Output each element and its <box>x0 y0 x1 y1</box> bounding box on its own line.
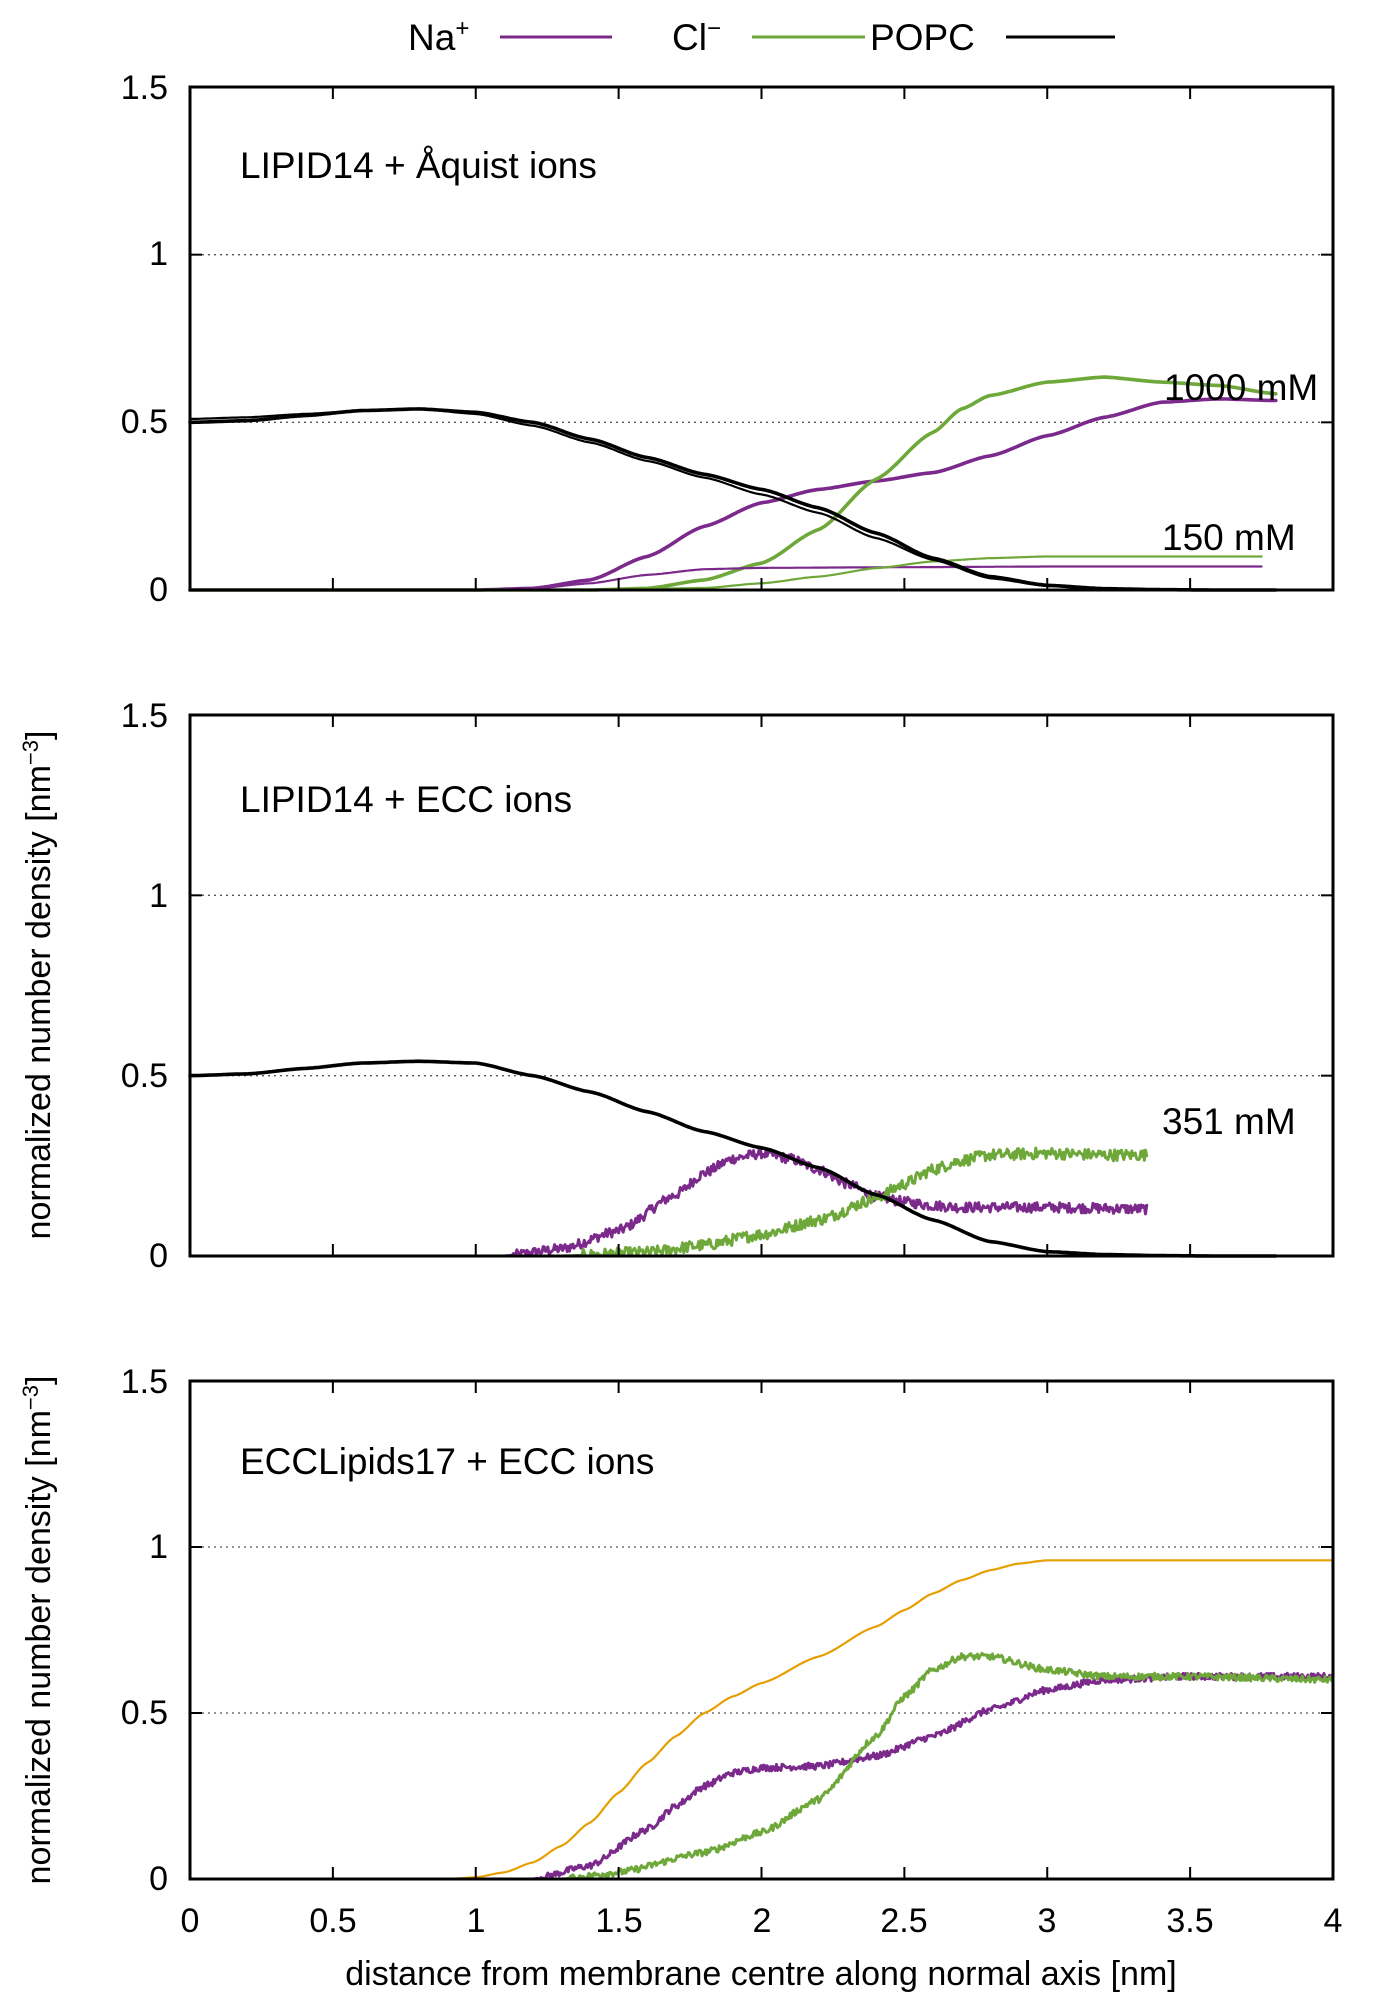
tick-marks <box>189 714 1334 1257</box>
series-na-351-mm <box>188 1147 1149 1258</box>
series-series <box>446 1559 1335 1881</box>
tick-marks <box>189 1380 1334 1880</box>
panel-label: LIPID14 + Åquist ions <box>240 145 597 186</box>
y-tick-labels: 0 0.5 1 1.5 <box>121 697 168 1275</box>
y-tick-label: 0 <box>149 1237 168 1275</box>
x-tick-label: 4 <box>1324 1902 1343 1940</box>
y-tick-label: 0 <box>149 1860 168 1898</box>
y-axis-title: normalized number density [nm−3] <box>18 1376 58 1885</box>
y-tick-label: 1.5 <box>121 69 168 107</box>
x-tick-label: 2.5 <box>880 1902 927 1940</box>
y-tick-label: 1 <box>149 235 168 273</box>
concentration-label-1000mm: 1000 mM <box>1164 367 1318 408</box>
legend-na-label: Na+ <box>408 15 469 58</box>
x-tick-label: 3 <box>1038 1902 1057 1940</box>
y-tick-label: 0 <box>149 571 168 609</box>
x-tick-label: 1 <box>467 1902 486 1940</box>
y-tick-label: 0.5 <box>121 403 168 441</box>
concentration-label-351mm: 351 mM <box>1162 1101 1296 1142</box>
concentration-label-150mm: 150 mM <box>1162 517 1296 558</box>
series-group <box>188 1559 1335 1881</box>
y-tick-label: 0.5 <box>121 1694 168 1732</box>
grid-lines <box>190 1546 1333 1714</box>
legend-cl-label: Cl− <box>672 15 721 58</box>
panel-aqvist: 0 0.5 1 1.5 LIPID14 + Åquist ions 1000 m… <box>121 69 1335 609</box>
y-tick-label: 1 <box>149 1528 168 1566</box>
series-popc-1000-mm <box>188 407 1278 592</box>
series-na-1000-mm <box>188 397 1278 592</box>
x-tick-label: 3.5 <box>1166 1902 1213 1940</box>
series-group <box>188 375 1278 592</box>
x-tick-label: 0 <box>181 1902 200 1940</box>
y-tick-label: 1.5 <box>121 1363 168 1401</box>
y-tick-label: 1.5 <box>121 697 168 735</box>
grid-lines <box>190 894 1333 1077</box>
x-tick-label: 1.5 <box>595 1902 642 1940</box>
panel-label: ECCLipids17 + ECC ions <box>240 1441 654 1482</box>
x-tick-labels: 0 0.5 1 1.5 2 2.5 3 3.5 4 <box>181 1902 1343 1940</box>
x-tick-label: 0.5 <box>309 1902 356 1940</box>
series-na <box>188 1671 1335 1881</box>
series-popc-351-mm <box>188 1059 1278 1258</box>
y-tick-labels: 0 0.5 1 1.5 <box>121 69 168 609</box>
legend: Na+ Cl− POPC <box>408 15 1115 58</box>
grid-lines <box>190 254 1333 423</box>
panel-label: LIPID14 + ECC ions <box>240 779 572 820</box>
panel-lipid14-ecc: 0 0.5 1 1.5 LIPID14 + ECC ions 351 mM no… <box>18 697 1335 1275</box>
panel-ecclipids17-ecc: 0 0.5 1 1.5 ECCLipids17 + ECC ions norma… <box>18 1363 1342 1993</box>
y-tick-label: 0.5 <box>121 1057 168 1095</box>
x-axis-title: distance from membrane centre along norm… <box>345 1955 1176 1993</box>
y-tick-label: 1 <box>149 877 168 915</box>
legend-popc-label: POPC <box>870 17 975 58</box>
series-popc-150-mm <box>188 407 1277 592</box>
y-tick-labels: 0 0.5 1 1.5 <box>121 1363 168 1898</box>
series-group <box>188 1059 1278 1258</box>
y-axis-title: normalized number density [nm−3] <box>18 731 58 1240</box>
x-tick-label: 2 <box>753 1902 772 1940</box>
tick-marks <box>189 86 1334 591</box>
